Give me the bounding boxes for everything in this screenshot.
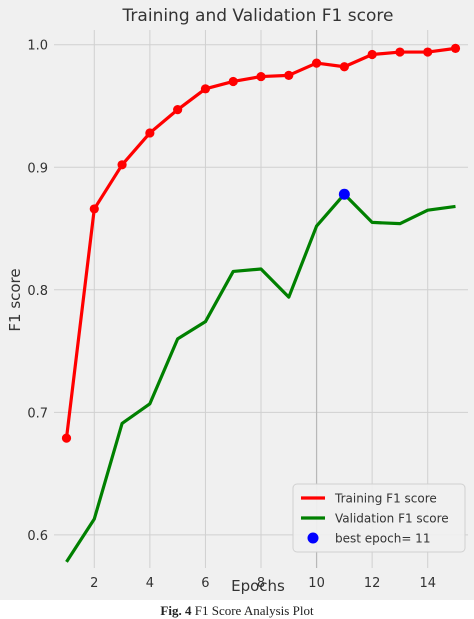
series-1-point <box>89 204 99 214</box>
series-1-point <box>423 47 433 57</box>
y-tick-label: 0.8 <box>27 284 48 299</box>
figure-caption: Fig. 4 F1 Score Analysis Plot <box>0 603 474 619</box>
chart-title: Training and Validation F1 score <box>122 6 394 26</box>
series-1-point <box>339 62 349 72</box>
legend-label: best epoch= 11 <box>335 532 430 546</box>
y-tick-label: 1.0 <box>27 39 48 54</box>
x-tick-label: 4 <box>146 576 154 591</box>
series-1-point <box>367 49 377 60</box>
legend-dot-swatch <box>307 532 319 544</box>
series-1-point <box>311 58 322 68</box>
series-1-point <box>256 71 266 82</box>
best-epoch-point <box>338 188 350 200</box>
series-1-point <box>395 47 405 57</box>
series-1-point <box>145 128 155 138</box>
x-axis-label: Epochs <box>231 577 285 595</box>
x-tick-label: 14 <box>419 576 436 591</box>
f1-score-chart: 2 4 6 8 10 12 14 0.6 0.7 0.8 0.9 1.0 Training and Va… <box>6 6 468 595</box>
legend-label: Training F1 score <box>334 492 437 506</box>
x-tick-label: 6 <box>201 576 209 591</box>
series-1-point <box>450 43 461 53</box>
y-tick-label: 0.9 <box>27 161 48 176</box>
series-1-point <box>200 84 211 94</box>
series-1-point <box>228 76 238 87</box>
legend-label: Validation F1 score <box>335 512 449 526</box>
series-line-2 <box>65 192 456 563</box>
x-tick-label: 2 <box>90 576 98 591</box>
series-1-point <box>61 433 72 443</box>
x-tick-label: 10 <box>308 576 325 591</box>
series-1-point <box>117 160 127 170</box>
y-tick-label: 0.7 <box>27 406 48 421</box>
x-tick-label: 12 <box>364 576 381 591</box>
series-1-point <box>173 105 183 115</box>
y-axis-label: F1 score <box>6 268 24 331</box>
x-tick-label: 8 <box>257 576 265 591</box>
legend-box <box>292 483 466 553</box>
y-tick-label: 0.6 <box>27 529 48 544</box>
series-1-point <box>284 70 294 80</box>
caption-text: F1 Score Analysis Plot <box>191 603 314 618</box>
caption-label: Fig. 4 <box>160 603 192 618</box>
figure: 2 4 6 8 10 12 14 0.6 0.7 0.8 0.9 1.0 Training and Va… <box>0 0 474 600</box>
